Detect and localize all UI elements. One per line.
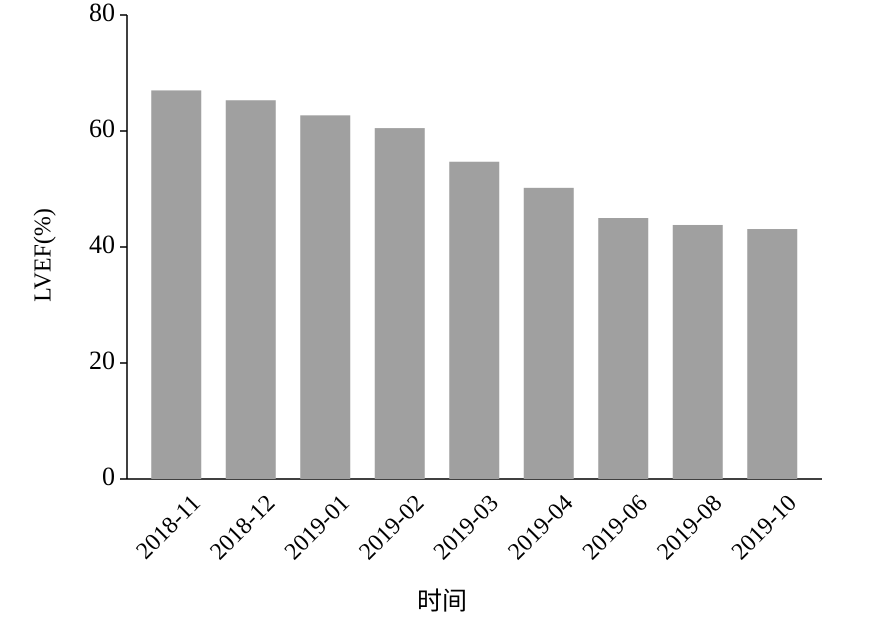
y-axis-label: LVEF(%) [31,208,57,302]
bar [225,100,276,479]
x-tick-label: 2019-02 [354,490,429,565]
x-tick-label: 2018-12 [205,490,280,565]
bar [151,90,202,480]
x-tick-label: 2019-04 [503,490,578,565]
bar [449,161,500,480]
y-tick-label: 80 [89,0,115,27]
x-tick-label: 2019-08 [652,490,727,565]
x-tick-label: 2018-11 [131,490,205,564]
x-tick-label: 2019-10 [727,490,802,565]
y-tick-label: 60 [89,114,115,143]
x-tick-label: 2019-06 [578,490,653,565]
y-tick-label: 20 [89,346,115,375]
bar [374,128,425,479]
bar [523,187,574,479]
x-axis-label: 时间 [417,588,467,616]
x-tick-label: 2019-03 [429,490,504,565]
y-tick-label: 0 [102,462,115,491]
bar [747,229,798,479]
y-tick-label: 40 [89,230,115,259]
bar [300,115,351,479]
bar [598,218,649,479]
x-tick-label: 2019-01 [280,490,355,565]
bar [672,224,723,479]
